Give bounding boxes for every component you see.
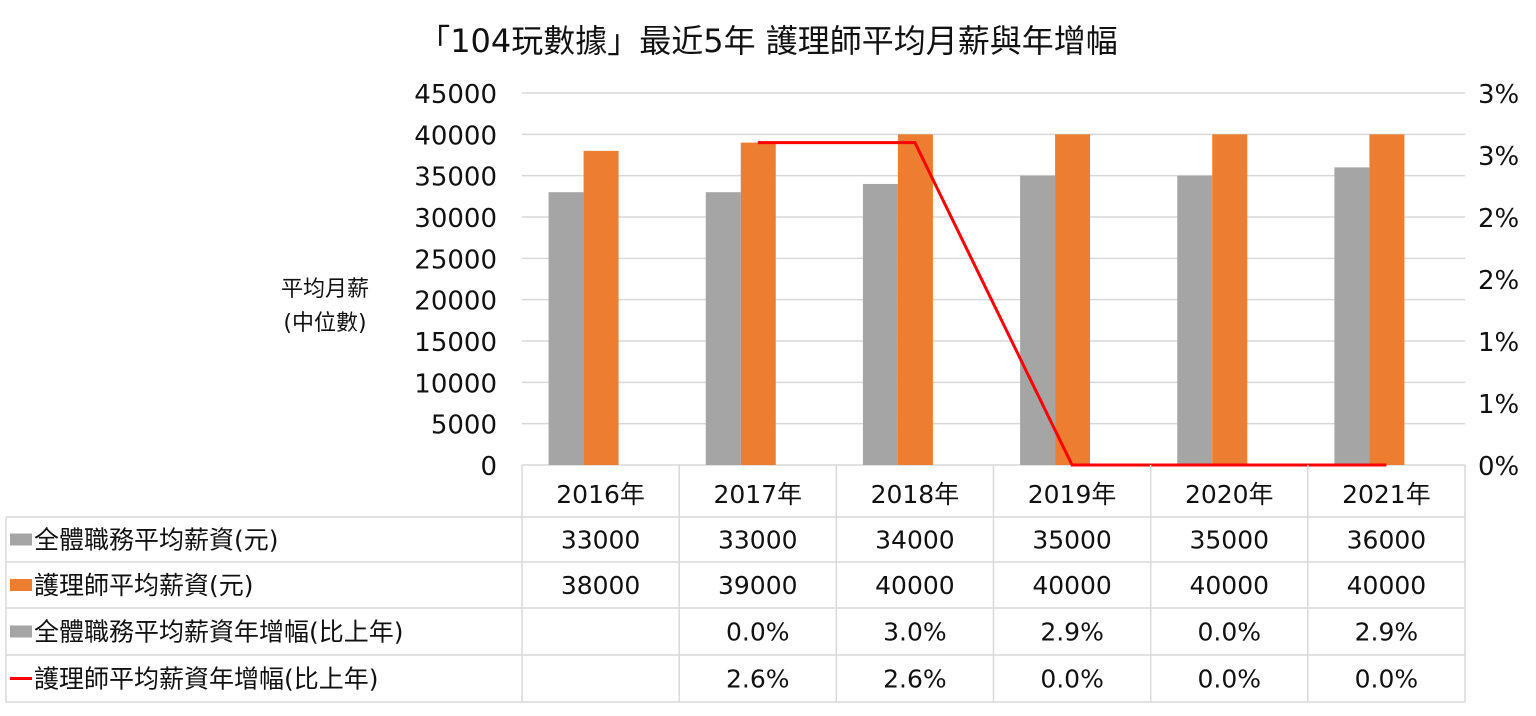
bar-nurse bbox=[583, 150, 619, 465]
data-label: 40000 bbox=[1032, 571, 1112, 600]
data-label: 2.9% bbox=[1040, 618, 1104, 647]
bar-all-jobs bbox=[548, 192, 584, 465]
y2-tick-label: 2% bbox=[1478, 266, 1519, 296]
data-label: 40000 bbox=[875, 571, 955, 600]
bar-nurse bbox=[1212, 134, 1248, 466]
legend-label: 護理師平均薪資年增幅(比上年) bbox=[34, 665, 379, 694]
data-label: 3.0% bbox=[883, 618, 947, 647]
data-label: 0.0% bbox=[1040, 665, 1104, 694]
x-tick-label: 2016年 bbox=[556, 480, 645, 509]
legend-label: 護理師平均薪資(元) bbox=[34, 571, 254, 600]
y2-tick-label: 1% bbox=[1478, 390, 1519, 420]
y2-tick-label: 3% bbox=[1478, 142, 1519, 172]
legend-box-key bbox=[10, 579, 32, 591]
bar-nurse bbox=[897, 134, 933, 466]
y-tick-label: 0 bbox=[480, 452, 497, 482]
y-axis-label-line2: (中位數) bbox=[283, 311, 366, 336]
data-label: 33000 bbox=[561, 526, 641, 555]
data-label: 38000 bbox=[561, 571, 641, 600]
bar-nurse bbox=[1055, 134, 1091, 466]
y2-tick-label: 3% bbox=[1478, 80, 1519, 110]
x-tick-label: 2020年 bbox=[1185, 480, 1274, 509]
bar-all-jobs bbox=[1334, 167, 1370, 465]
y2-tick-label: 2% bbox=[1478, 204, 1519, 234]
y-axis-label-line1: 平均月薪 bbox=[281, 277, 369, 302]
y-tick-label: 20000 bbox=[414, 287, 497, 317]
data-label: 35000 bbox=[1032, 526, 1112, 555]
data-label: 33000 bbox=[718, 526, 798, 555]
y-tick-label: 25000 bbox=[414, 245, 497, 275]
data-label: 34000 bbox=[875, 526, 955, 555]
data-label: 2.6% bbox=[726, 665, 790, 694]
data-label: 36000 bbox=[1347, 526, 1427, 555]
y2-tick-label: 0% bbox=[1478, 452, 1519, 482]
data-label: 0.0% bbox=[726, 618, 790, 647]
x-tick-label: 2017年 bbox=[713, 480, 802, 509]
legend-line-key bbox=[10, 677, 32, 680]
y-tick-label: 35000 bbox=[414, 163, 497, 193]
x-tick-label: 2021年 bbox=[1342, 480, 1431, 509]
bar-all-jobs bbox=[1177, 175, 1213, 465]
data-label: 40000 bbox=[1189, 571, 1269, 600]
x-tick-label: 2018年 bbox=[871, 480, 960, 509]
bar-nurse bbox=[1369, 134, 1405, 466]
bar-all-jobs bbox=[862, 183, 898, 465]
legend-box-key bbox=[10, 533, 32, 546]
y-tick-label: 10000 bbox=[414, 369, 497, 399]
bar-all-jobs bbox=[705, 192, 741, 465]
data-label: 35000 bbox=[1189, 526, 1269, 555]
y-tick-label: 15000 bbox=[414, 328, 497, 358]
chart-title: 「104玩數據」最近5年 護理師平均月薪與年增幅 bbox=[418, 22, 1118, 60]
data-label: 0.0% bbox=[1197, 665, 1261, 694]
data-label: 2.6% bbox=[883, 665, 947, 694]
y2-tick-label: 1% bbox=[1478, 328, 1519, 358]
data-label: 0.0% bbox=[1355, 665, 1419, 694]
data-label: 2.9% bbox=[1355, 618, 1419, 647]
y-tick-label: 5000 bbox=[431, 411, 497, 441]
data-label: 39000 bbox=[718, 571, 798, 600]
legend-label: 全體職務平均薪資(元) bbox=[34, 526, 279, 555]
y-tick-label: 40000 bbox=[414, 121, 497, 151]
legend-label: 全體職務平均薪資年增幅(比上年) bbox=[34, 618, 404, 647]
bar-nurse bbox=[740, 142, 776, 465]
x-tick-label: 2019年 bbox=[1028, 480, 1117, 509]
legend-box-key bbox=[10, 625, 32, 638]
y-tick-label: 30000 bbox=[414, 204, 497, 234]
y-tick-label: 45000 bbox=[414, 80, 497, 110]
data-label: 40000 bbox=[1347, 571, 1427, 600]
data-label: 0.0% bbox=[1197, 618, 1261, 647]
